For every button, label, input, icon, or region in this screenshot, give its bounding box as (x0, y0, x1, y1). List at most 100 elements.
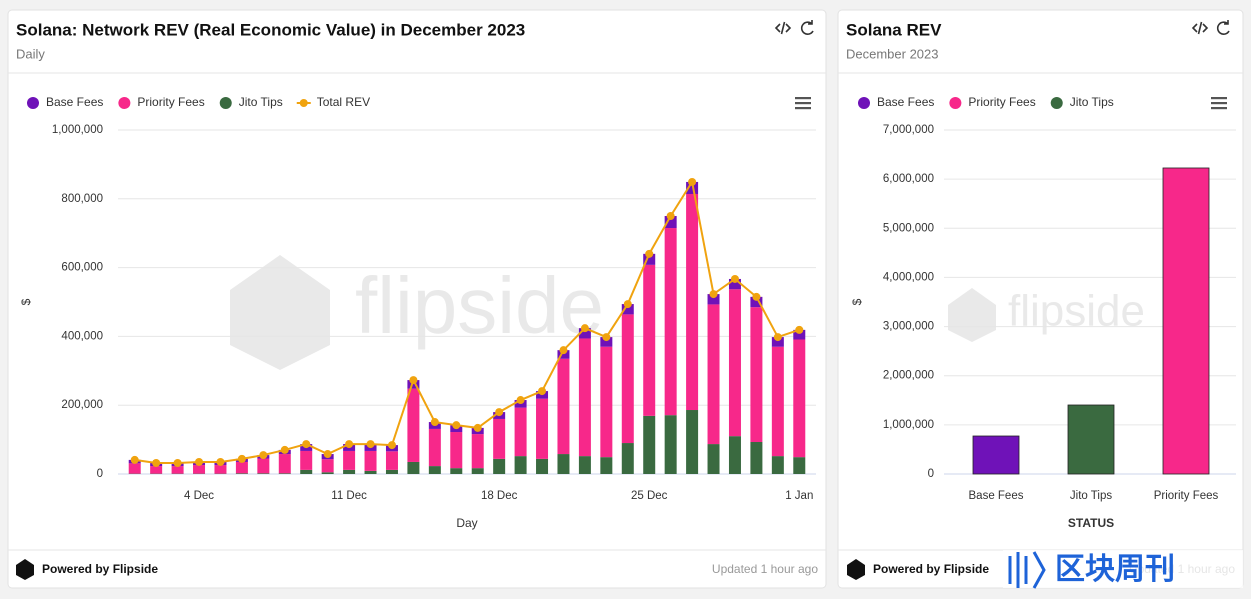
legend-marker (858, 97, 870, 109)
point (130, 455, 139, 464)
code-icon[interactable] (774, 21, 1209, 35)
x-tick-label: 1 Jan (785, 490, 813, 502)
point (645, 249, 654, 258)
point (709, 290, 718, 299)
point (473, 423, 482, 432)
legend-label: Jito Tips (239, 95, 283, 109)
bar-segment (471, 468, 484, 474)
y-tick-label: 6,000,000 (883, 173, 934, 185)
bar-segment (257, 458, 270, 474)
y-tick-label: 400,000 (61, 330, 103, 342)
watermark-text: flipside (1008, 287, 1145, 336)
bar-segment (407, 461, 420, 474)
bar-segment (385, 451, 398, 470)
bar-segment (364, 450, 377, 471)
bar-segment (300, 469, 313, 474)
point (430, 418, 439, 427)
bar-segment (150, 466, 163, 474)
overlay-text: 区块周刊 (1055, 553, 1175, 586)
bar-segment (557, 358, 570, 455)
chart-subtitle: Daily (16, 46, 45, 61)
bar-segment (450, 432, 463, 469)
y-tick-label: 3,000,000 (883, 321, 934, 333)
point (216, 457, 225, 466)
y-axis-label: $ (850, 298, 864, 305)
legend-label: Priority Fees (137, 95, 204, 109)
legend-marker (1050, 97, 1063, 109)
x-axis-label: Day (456, 516, 477, 530)
watermark-logo (230, 255, 996, 370)
bar-segment (643, 253, 656, 265)
point (602, 333, 611, 342)
flipside-logo (16, 559, 865, 580)
menu-icon[interactable] (795, 97, 1227, 110)
bar-segment (557, 350, 570, 359)
point (345, 440, 354, 449)
point (666, 212, 675, 220)
footer-text: Powered by Flipside (873, 562, 989, 576)
x-axis-label: STATUS (1068, 516, 1114, 530)
bar-segment (643, 264, 656, 416)
point (280, 445, 289, 454)
x-tick-label: 11 Dec (331, 490, 367, 502)
point (323, 450, 332, 459)
bar-segment (493, 418, 506, 459)
legend-label: Base Fees (46, 95, 103, 109)
point (580, 324, 589, 333)
x-tick-label: 18 Dec (481, 490, 518, 502)
bar-segment (621, 314, 634, 444)
bar-segment (428, 428, 441, 467)
point (387, 441, 396, 450)
bar-segment (793, 339, 806, 458)
bar-segment (321, 472, 334, 474)
bar-segment (193, 465, 206, 474)
point (730, 274, 739, 283)
bar-segment (707, 304, 720, 445)
point (538, 387, 547, 396)
y-tick-label: 2,000,000 (883, 370, 934, 382)
point (195, 457, 204, 466)
x-tick-label: 25 Dec (631, 490, 668, 502)
bar-segment (514, 456, 527, 474)
overlay-logo (1008, 551, 1046, 589)
point (495, 408, 504, 417)
y-tick-label: 600,000 (61, 262, 103, 274)
x-tick-label: 4 Dec (184, 490, 214, 502)
bar-segment (728, 436, 741, 474)
legend-label: Total REV (317, 95, 370, 109)
bar-segment (728, 278, 741, 290)
bar-segment (600, 337, 613, 347)
y-tick-label: 800,000 (61, 193, 103, 205)
bar-segment (707, 294, 720, 305)
y-tick-label: 7,000,000 (883, 124, 934, 136)
legend-marker (299, 99, 308, 107)
point (173, 458, 182, 467)
point (559, 346, 568, 355)
point (773, 333, 782, 342)
bar-segment (686, 193, 699, 411)
footer-text: Powered by Flipside (42, 562, 158, 576)
bar-segment (128, 463, 141, 474)
bar-segment (557, 454, 570, 474)
bar-segment (385, 469, 398, 474)
point (623, 300, 632, 309)
bar (1067, 404, 1115, 475)
point (237, 454, 246, 463)
bar-segment (407, 388, 420, 462)
legend-marker (27, 97, 39, 109)
point (516, 396, 525, 405)
bar-segment (343, 450, 356, 470)
y-tick-label: 200,000 (61, 399, 103, 411)
bar-segment (407, 380, 420, 389)
y-tick-label: 0 (928, 468, 934, 480)
bar-segment (321, 459, 334, 473)
bar-segment (707, 444, 720, 474)
point (688, 177, 697, 186)
chart-title: Solana: Network REV (Real Economic Value… (16, 20, 525, 39)
refresh-icon[interactable] (800, 20, 1230, 35)
bar (1162, 167, 1210, 475)
bar-segment (600, 346, 613, 458)
point (752, 292, 761, 301)
y-tick-label: 1,000,000 (52, 124, 103, 136)
